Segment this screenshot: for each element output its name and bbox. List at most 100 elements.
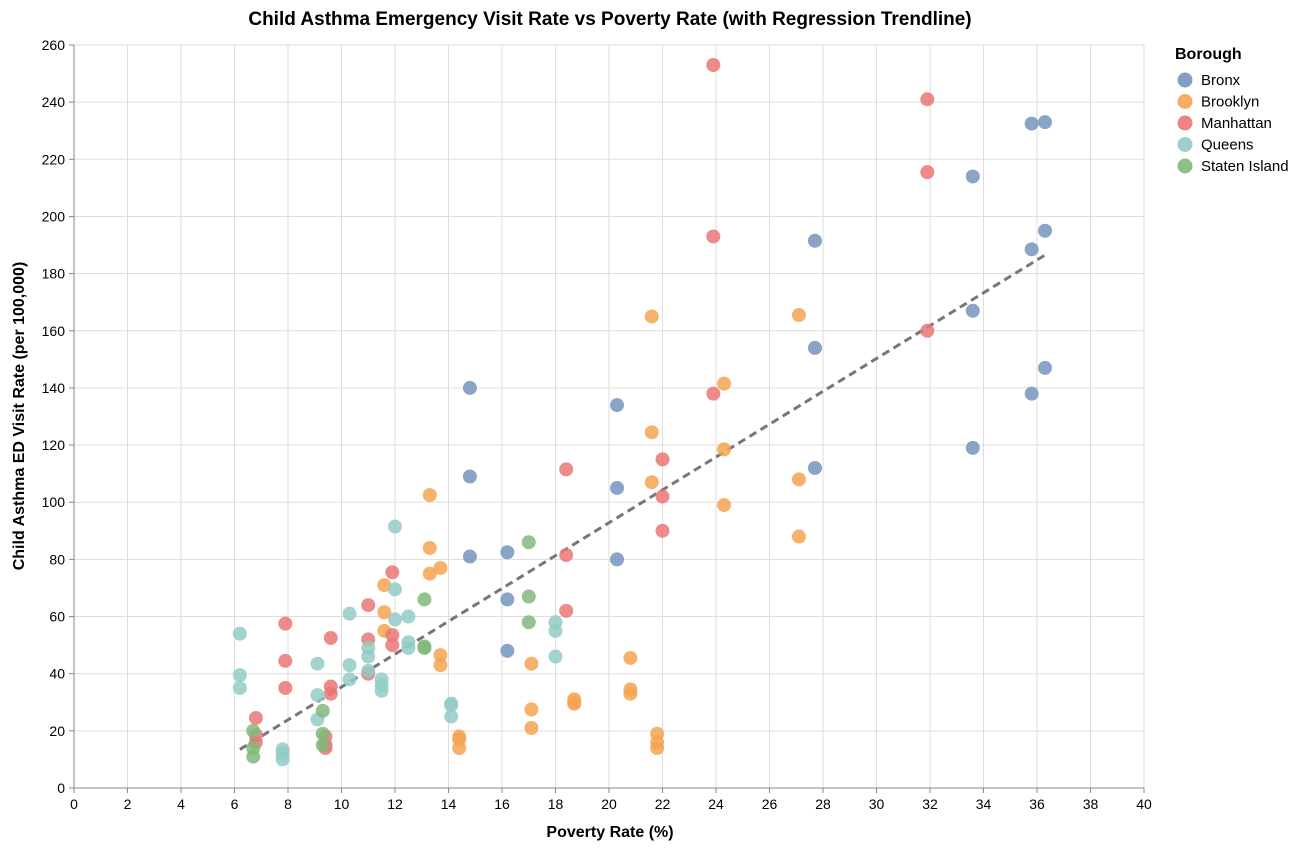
legend-swatch [1177,137,1193,152]
x-tick-label: 32 [922,796,938,812]
data-point-staten-island [315,726,330,741]
data-point-brooklyn [452,740,467,755]
data-point-queens [374,683,389,698]
data-point-manhattan [385,628,400,643]
y-tick-label: 260 [42,37,66,53]
x-tick-label: 22 [655,796,671,812]
y-tick-label: 20 [49,723,65,739]
data-point-brooklyn [623,650,638,665]
data-point-manhattan [655,452,670,467]
data-point-queens [232,668,247,683]
data-point-brooklyn [567,696,582,711]
data-point-queens [401,609,416,624]
y-tick-label: 80 [49,551,65,567]
data-point-queens [444,698,459,713]
data-point-brooklyn [717,498,732,513]
chart-title: Child Asthma Emergency Visit Rate vs Pov… [248,9,971,30]
data-point-brooklyn [433,658,448,673]
x-tick-label: 28 [815,796,831,812]
data-point-bronx [965,169,980,184]
data-point-bronx [1024,386,1039,401]
data-point-staten-island [521,615,536,630]
data-point-bronx [500,643,515,658]
x-tick-label: 8 [284,796,292,812]
data-point-brooklyn [422,540,437,555]
grid [73,44,1145,789]
data-point-bronx [462,380,477,395]
data-point-brooklyn [650,740,665,755]
legend-item-label: Bronx [1201,72,1241,89]
axes: 0 2 4 6 8 10 12 14 16 18 20 22 24 26 28 30 32 34 36 38 40020… [42,37,1152,812]
data-point-staten-island [417,592,432,607]
data-point-manhattan [361,598,376,613]
legend: Borough Bronx Brooklyn Manhattan Queens Stat… [1175,46,1289,175]
data-point-brooklyn [791,529,806,544]
data-point-manhattan [385,565,400,580]
y-tick-label: 160 [42,323,66,339]
data-point-bronx [807,233,822,248]
data-point-manhattan [920,323,935,338]
data-point-queens [361,649,376,664]
data-point-bronx [807,340,822,355]
legend-swatch [1177,115,1193,131]
x-axis-title: Poverty Rate (%) [546,824,673,841]
y-tick-label: 240 [42,94,66,110]
data-point-brooklyn [644,425,659,440]
data-point-brooklyn [644,475,659,490]
legend-swatch [1177,158,1193,174]
data-point-brooklyn [433,648,448,663]
data-point-bronx [1038,360,1053,375]
data-point-queens [444,709,459,724]
data-point-manhattan [278,653,293,668]
data-point-manhattan [559,603,574,618]
x-tick-label: 30 [869,796,885,812]
legend-item-label: Queens [1201,137,1254,154]
data-point-manhattan [385,638,400,653]
data-point-brooklyn [524,720,539,735]
x-tick-label: 36 [1029,796,1045,812]
data-point-bronx [500,592,515,607]
data-point-bronx [965,303,980,318]
data-point-queens [361,663,376,678]
data-point-queens [310,656,325,671]
x-tick-label: 18 [548,796,564,812]
data-point-queens [548,649,563,664]
data-point-queens [388,612,402,627]
data-points [232,58,1053,767]
x-tick-label: 10 [334,796,350,812]
data-point-queens [275,752,290,767]
y-tick-label: 60 [49,609,65,625]
data-point-bronx [1038,115,1053,130]
data-point-bronx [462,549,477,564]
data-point-brooklyn [377,578,392,593]
data-point-brooklyn [791,308,806,323]
data-point-queens [548,623,563,638]
data-point-queens [232,626,247,641]
legend-item-label: Brooklyn [1201,94,1259,111]
x-tick-label: 40 [1136,796,1152,812]
legend-title: Borough [1175,46,1242,63]
data-point-queens [232,680,247,695]
data-point-staten-island [246,723,261,738]
y-tick-label: 180 [42,266,66,282]
y-axis-title: Child Asthma ED Visit Rate (per 100,000) [11,262,28,571]
data-point-manhattan [559,548,574,563]
x-tick-label: 24 [708,796,724,812]
data-point-brooklyn [644,309,659,324]
y-tick-label: 0 [57,780,65,796]
data-point-brooklyn [422,566,437,581]
data-point-manhattan [323,686,338,701]
data-point-brooklyn [377,605,392,620]
x-tick-label: 6 [231,796,239,812]
y-tick-label: 120 [42,437,66,453]
x-tick-label: 26 [762,796,778,812]
data-point-bronx [1024,242,1039,257]
data-point-queens [342,658,357,673]
y-tick-label: 200 [42,208,66,224]
data-point-brooklyn [791,472,806,487]
data-point-manhattan [920,92,935,107]
x-tick-label: 20 [601,796,617,812]
data-point-bronx [500,545,515,560]
data-point-manhattan [559,462,574,477]
